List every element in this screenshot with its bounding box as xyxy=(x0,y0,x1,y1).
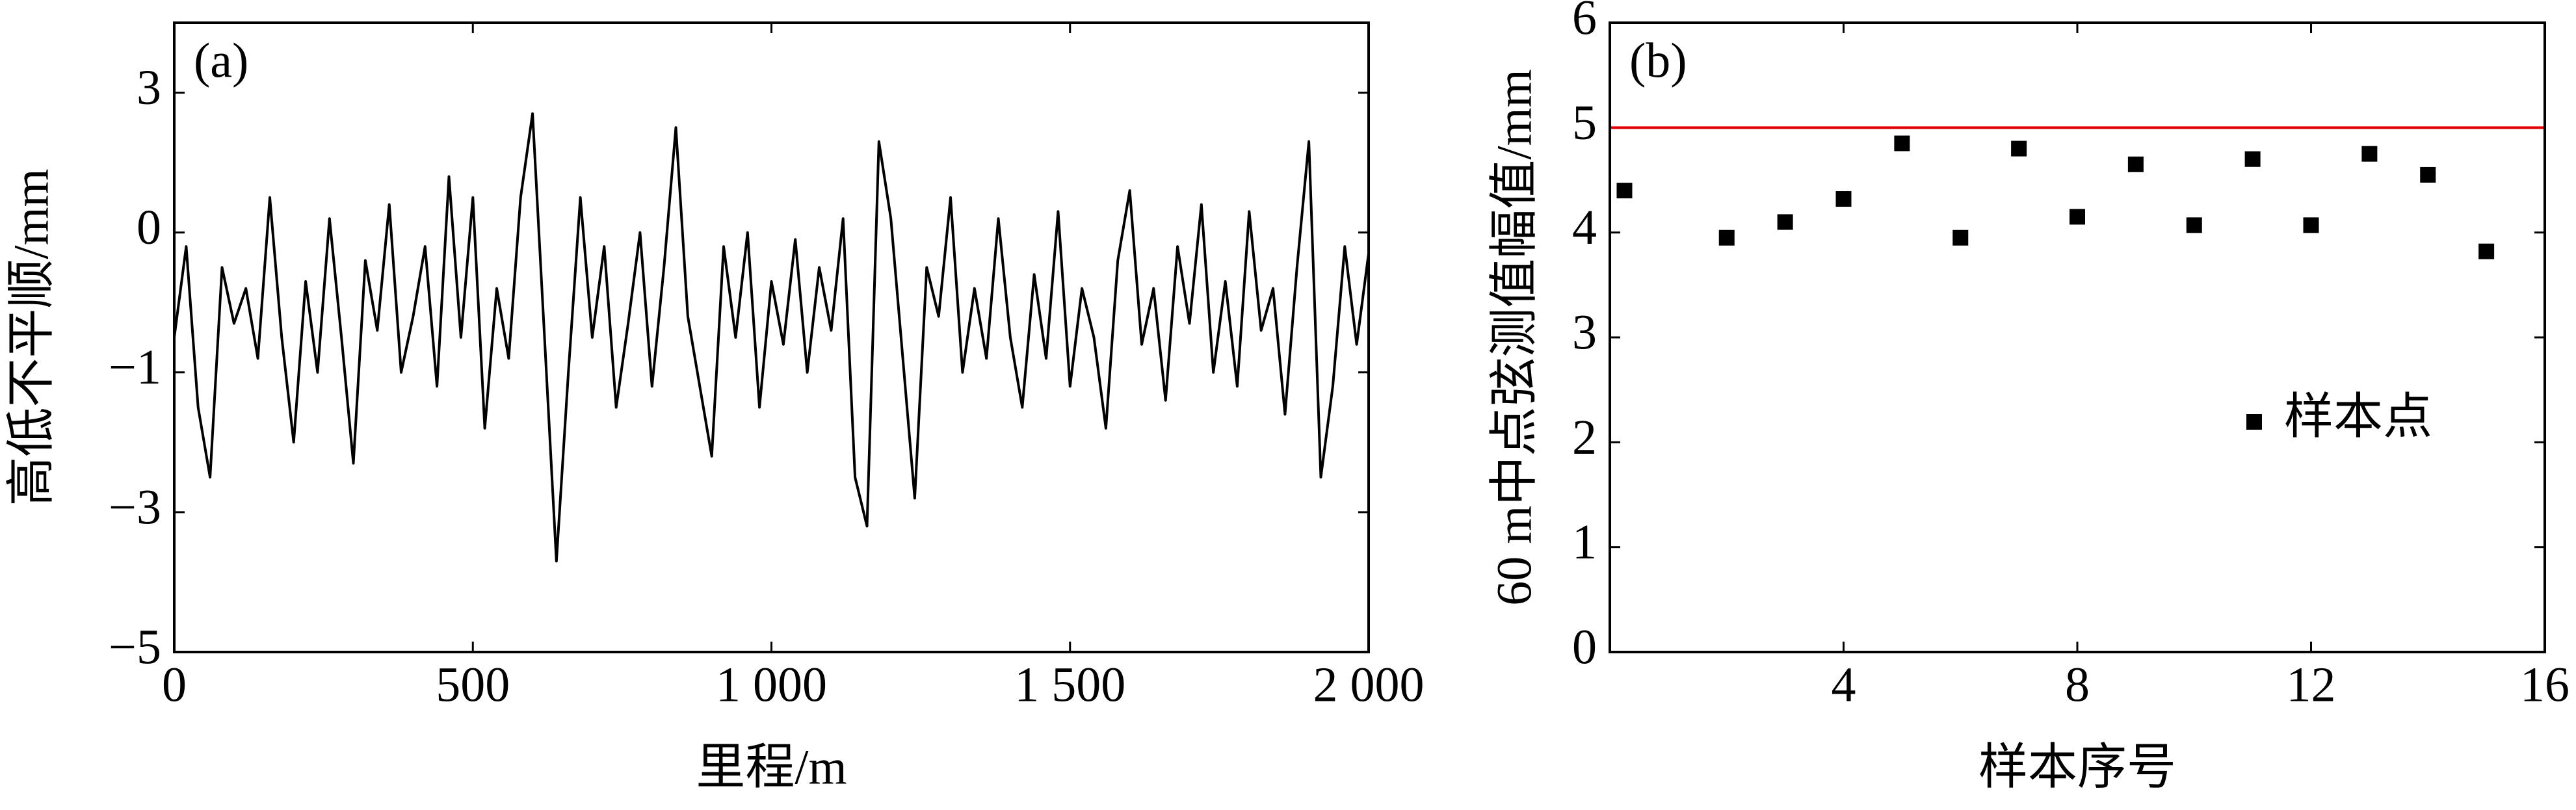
x-tick-label: 0 xyxy=(162,657,187,712)
data-point xyxy=(2186,217,2202,233)
y-axis-title: 60 m中点弦测值幅值/mm xyxy=(1487,69,1542,605)
panel-label: (a) xyxy=(194,33,248,88)
y-tick-label: 3 xyxy=(1572,305,1597,359)
y-tick-label: 5 xyxy=(1572,96,1597,150)
plot-frame xyxy=(1609,21,2546,653)
data-point xyxy=(2478,243,2495,259)
x-tick-label: 16 xyxy=(2520,657,2569,712)
x-tick-label: 500 xyxy=(436,657,510,712)
x-tick-label: 1 000 xyxy=(716,657,827,712)
legend-marker xyxy=(2246,414,2262,430)
plot-frame xyxy=(173,21,1370,653)
data-point xyxy=(1835,191,1852,207)
x-tick-label: 8 xyxy=(2065,657,2090,712)
data-point xyxy=(1894,135,1910,151)
data-point xyxy=(2303,217,2319,233)
x-tick-label: 12 xyxy=(2287,657,2336,712)
data-point xyxy=(2244,151,2261,167)
data-point xyxy=(2127,156,2144,172)
y-tick-label: −1 xyxy=(109,340,161,395)
data-point xyxy=(1718,229,1735,246)
x-tick-label: 2 000 xyxy=(1313,657,1425,712)
x-tick-label: 4 xyxy=(1832,657,1856,712)
x-axis-title: 样本序号 xyxy=(1978,740,2176,794)
data-point xyxy=(1616,183,1633,199)
data-point xyxy=(2011,140,2027,157)
data-point xyxy=(1777,214,1793,230)
y-tick-label: −3 xyxy=(109,480,161,534)
y-tick-label: 4 xyxy=(1572,200,1597,255)
data-line xyxy=(173,112,1370,563)
data-point xyxy=(1952,229,1969,246)
y-tick-label: 6 xyxy=(1572,0,1597,45)
data-point xyxy=(2361,146,2378,162)
y-tick-label: −5 xyxy=(109,620,161,674)
y-tick-label: 1 xyxy=(1572,515,1597,569)
panel-label: (b) xyxy=(1629,33,1687,88)
y-tick-label: 3 xyxy=(137,60,161,115)
y-tick-label: 0 xyxy=(137,200,161,255)
legend-label: 样本点 xyxy=(2284,389,2432,444)
data-point xyxy=(2070,209,2085,225)
y-tick-label: 0 xyxy=(1572,620,1597,674)
data-point xyxy=(2420,166,2436,183)
x-axis-title: 里程/m xyxy=(696,740,847,794)
y-axis-title: 高低不平顺/mm xyxy=(4,168,59,506)
y-tick-label: 2 xyxy=(1572,410,1597,465)
x-tick-label: 1 500 xyxy=(1014,657,1125,712)
